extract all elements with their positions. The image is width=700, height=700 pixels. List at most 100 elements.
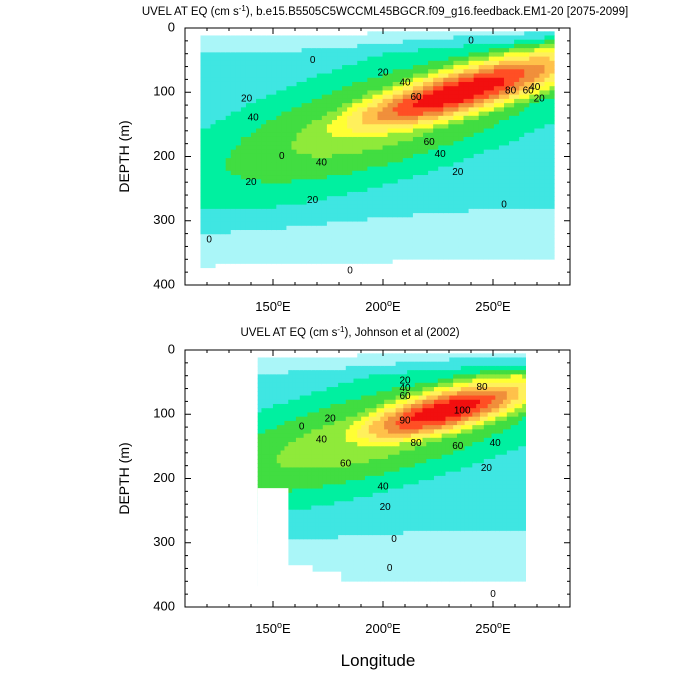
contour-cell xyxy=(261,353,266,359)
contour-cell xyxy=(367,170,374,176)
contour-cell xyxy=(488,170,495,176)
contour-cell xyxy=(407,103,414,108)
contour-cell xyxy=(362,170,368,176)
contour-cell xyxy=(549,200,555,206)
contour-cell xyxy=(539,153,546,159)
contour-cell xyxy=(417,230,424,235)
contour-cell xyxy=(286,196,293,201)
contour-cell xyxy=(251,115,257,121)
contour-cell xyxy=(276,204,282,210)
contour-cell xyxy=(483,39,490,45)
contour-cell xyxy=(504,263,510,269)
contour-cell xyxy=(240,196,247,201)
contour-cell xyxy=(438,217,444,223)
contour-cell xyxy=(205,149,212,155)
contour-cell xyxy=(529,166,535,172)
contour-cell xyxy=(377,187,384,193)
contour-cell xyxy=(377,183,384,189)
contour-cell xyxy=(306,238,313,244)
contour-cell xyxy=(428,183,434,189)
contour-cell xyxy=(266,128,272,134)
contour-cell xyxy=(352,166,358,172)
contour-cell xyxy=(342,31,348,37)
contour-cell xyxy=(352,225,358,231)
contour-cell xyxy=(225,115,232,121)
contour-cell xyxy=(483,191,490,197)
contour-cell xyxy=(288,518,293,523)
contour-cell xyxy=(326,175,333,180)
contour-cell xyxy=(220,115,227,121)
contour-cell xyxy=(296,73,303,79)
contour-cell xyxy=(473,35,480,41)
contour-cell xyxy=(423,259,429,265)
contour-cell xyxy=(458,217,465,223)
contour-cell xyxy=(397,94,404,100)
contour-cell xyxy=(428,69,434,75)
contour-cell xyxy=(347,259,353,265)
contour-cell xyxy=(306,259,313,265)
contour-cell xyxy=(534,234,541,240)
contour-cell xyxy=(245,242,252,248)
contour-cell xyxy=(428,251,434,256)
contour-cell xyxy=(205,115,212,121)
contour-cell xyxy=(331,86,338,92)
contour-cell xyxy=(448,94,454,100)
contour-cell xyxy=(272,484,278,490)
contour-cell xyxy=(331,191,338,197)
contour-cell xyxy=(357,115,363,121)
contour-cell xyxy=(382,43,389,49)
contour-cell xyxy=(493,213,500,218)
contour-cell xyxy=(357,187,363,193)
contour-cell xyxy=(524,81,530,87)
contour-cell xyxy=(402,276,409,282)
contour-cell xyxy=(251,73,257,79)
contour-cell xyxy=(362,86,368,92)
contour-cell xyxy=(272,357,278,363)
contour-cell xyxy=(407,242,414,248)
contour-cell xyxy=(372,196,379,201)
contour-cell xyxy=(529,183,535,189)
contour-cell xyxy=(473,191,480,197)
contour-cell xyxy=(534,111,541,117)
contour-cell xyxy=(281,170,288,176)
contour-cell xyxy=(210,136,217,142)
contour-cell xyxy=(514,251,520,256)
contour-cell xyxy=(524,86,530,92)
contour-cell xyxy=(423,103,429,108)
contour-cell xyxy=(453,158,460,163)
contour-cell xyxy=(215,60,222,66)
contour-cell xyxy=(488,149,495,155)
contour-cell xyxy=(458,246,465,252)
contour-cell xyxy=(292,442,297,447)
contour-cell xyxy=(423,246,429,252)
contour-cell xyxy=(509,31,515,37)
contour-cell xyxy=(524,162,530,168)
contour-cell xyxy=(407,268,414,273)
contour-cell xyxy=(428,98,434,104)
contour-cell xyxy=(539,230,546,235)
contour-cell xyxy=(220,183,227,189)
contour-cell xyxy=(478,208,485,214)
contour-cell xyxy=(458,251,465,256)
contour-cell xyxy=(352,136,358,142)
contour-cell xyxy=(299,365,305,371)
contour-cell xyxy=(265,458,270,464)
contour-cell xyxy=(215,90,222,96)
contour-cell xyxy=(443,175,449,180)
contour-cell xyxy=(306,124,313,130)
contour-cell xyxy=(220,69,227,75)
contour-cell xyxy=(210,230,217,235)
contour-cell xyxy=(397,48,404,53)
contour-cell xyxy=(271,103,277,108)
contour-cell xyxy=(291,136,298,142)
contour-cell xyxy=(362,81,368,87)
contour-cell xyxy=(463,145,470,151)
contour-cell xyxy=(205,77,212,83)
contour-cell xyxy=(256,141,262,147)
contour-cell xyxy=(529,234,535,240)
contour-cell xyxy=(534,272,541,278)
contour-cell xyxy=(372,268,379,273)
contour-cell xyxy=(428,238,434,244)
contour-cell xyxy=(210,225,217,231)
contour-cell xyxy=(433,60,439,66)
